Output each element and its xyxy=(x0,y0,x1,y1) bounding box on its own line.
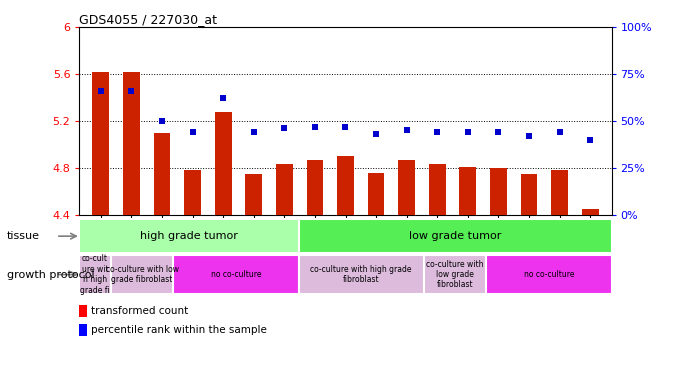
Text: GDS4055 / 227030_at: GDS4055 / 227030_at xyxy=(79,13,218,26)
Bar xyxy=(424,255,486,294)
Text: growth protocol: growth protocol xyxy=(7,270,95,280)
Bar xyxy=(520,174,538,215)
Text: co-culture with
low grade
fibroblast: co-culture with low grade fibroblast xyxy=(426,260,484,290)
Bar xyxy=(299,255,424,294)
Bar xyxy=(123,71,140,215)
Bar xyxy=(245,174,262,215)
Point xyxy=(95,88,106,94)
Point xyxy=(126,88,137,94)
Bar xyxy=(368,173,384,215)
Point xyxy=(218,95,229,101)
Point xyxy=(340,124,351,130)
Point xyxy=(585,137,596,143)
Text: no co-culture: no co-culture xyxy=(524,270,574,279)
Bar xyxy=(299,219,612,253)
Bar xyxy=(460,167,476,215)
Point xyxy=(554,129,565,135)
Point xyxy=(310,124,321,130)
Text: co-culture with high grade
fibroblast: co-culture with high grade fibroblast xyxy=(310,265,412,284)
Bar xyxy=(79,324,87,336)
Point xyxy=(278,126,290,132)
Bar xyxy=(111,255,173,294)
Point xyxy=(156,118,167,124)
Text: high grade tumor: high grade tumor xyxy=(140,231,238,241)
Bar xyxy=(276,164,293,215)
Bar xyxy=(79,219,299,253)
Point xyxy=(524,133,535,139)
Point xyxy=(401,127,413,134)
Bar xyxy=(337,156,354,215)
Point xyxy=(432,129,443,135)
Point xyxy=(248,129,259,135)
Point xyxy=(493,129,504,135)
Bar xyxy=(429,164,446,215)
Bar xyxy=(173,255,299,294)
Bar xyxy=(582,209,598,215)
Text: co-culture with low
grade fibroblast: co-culture with low grade fibroblast xyxy=(106,265,178,284)
Text: transformed count: transformed count xyxy=(91,306,188,316)
Bar xyxy=(79,305,87,317)
Bar xyxy=(215,111,231,215)
Bar xyxy=(490,168,507,215)
Point xyxy=(462,129,473,135)
Text: co-cult
ure wit
h high
grade fi: co-cult ure wit h high grade fi xyxy=(80,255,110,295)
Bar xyxy=(184,170,201,215)
Text: no co-culture: no co-culture xyxy=(211,270,261,279)
Bar xyxy=(93,71,109,215)
Bar xyxy=(486,255,612,294)
Text: percentile rank within the sample: percentile rank within the sample xyxy=(91,325,267,335)
Bar xyxy=(398,160,415,215)
Point xyxy=(187,129,198,135)
Text: low grade tumor: low grade tumor xyxy=(409,231,501,241)
Bar xyxy=(307,160,323,215)
Bar xyxy=(551,170,568,215)
Point xyxy=(370,131,381,137)
Text: tissue: tissue xyxy=(7,231,40,241)
Bar xyxy=(153,133,171,215)
Bar xyxy=(79,255,111,294)
